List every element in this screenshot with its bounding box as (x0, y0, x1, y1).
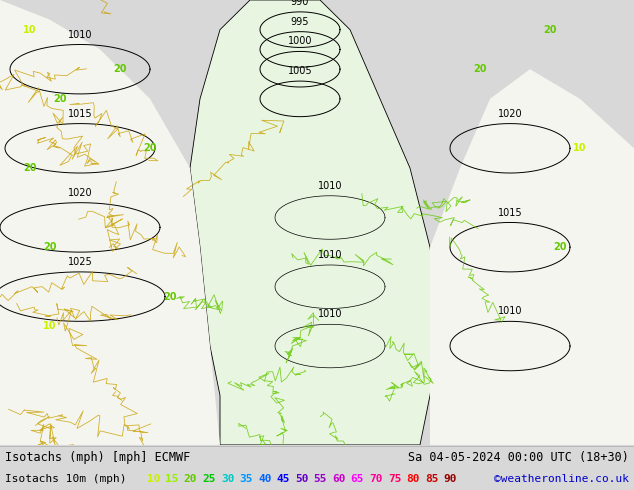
Text: 1020: 1020 (68, 188, 93, 198)
Text: 10: 10 (43, 321, 57, 331)
Text: 1010: 1010 (318, 250, 342, 260)
Text: 75: 75 (388, 474, 401, 484)
Text: 1010: 1010 (318, 309, 342, 319)
Polygon shape (430, 69, 634, 445)
Text: 40: 40 (258, 474, 271, 484)
Text: 20: 20 (184, 474, 197, 484)
Text: 1000: 1000 (288, 36, 313, 47)
Text: 10: 10 (146, 474, 160, 484)
Text: 1010: 1010 (68, 29, 93, 40)
Text: 1015: 1015 (68, 109, 93, 119)
Text: 10: 10 (573, 143, 586, 153)
Text: 55: 55 (314, 474, 327, 484)
Text: 60: 60 (332, 474, 346, 484)
Text: 1020: 1020 (498, 109, 522, 119)
Text: 20: 20 (143, 143, 157, 153)
Text: 20: 20 (53, 94, 67, 104)
Text: Sa 04-05-2024 00:00 UTC (18+30): Sa 04-05-2024 00:00 UTC (18+30) (408, 451, 629, 464)
Text: Isotachs 10m (mph): Isotachs 10m (mph) (5, 474, 127, 484)
Text: 50: 50 (295, 474, 309, 484)
Text: 1005: 1005 (288, 66, 313, 76)
Polygon shape (190, 0, 440, 445)
Text: 30: 30 (221, 474, 235, 484)
Text: 15: 15 (165, 474, 179, 484)
Text: 20: 20 (543, 24, 557, 35)
Text: 1015: 1015 (498, 208, 522, 218)
Text: 10: 10 (23, 24, 37, 35)
Text: 20: 20 (163, 292, 177, 302)
Text: 35: 35 (240, 474, 253, 484)
Text: 990: 990 (291, 0, 309, 7)
Text: 20: 20 (23, 163, 37, 173)
Text: 65: 65 (351, 474, 364, 484)
Text: 1010: 1010 (498, 306, 522, 317)
Text: 1025: 1025 (68, 257, 93, 267)
Text: 20: 20 (113, 64, 127, 74)
Text: 85: 85 (425, 474, 438, 484)
Text: 80: 80 (406, 474, 420, 484)
Text: 70: 70 (369, 474, 383, 484)
Text: ©weatheronline.co.uk: ©weatheronline.co.uk (494, 474, 629, 484)
Text: 20: 20 (553, 242, 567, 252)
Text: Isotachs (mph) [mph] ECMWF: Isotachs (mph) [mph] ECMWF (5, 451, 190, 464)
Text: 25: 25 (202, 474, 216, 484)
Text: 995: 995 (291, 17, 309, 26)
Polygon shape (0, 0, 220, 445)
Text: 1010: 1010 (318, 181, 342, 191)
Text: 45: 45 (276, 474, 290, 484)
Text: 20: 20 (43, 242, 57, 252)
Text: 20: 20 (473, 64, 487, 74)
Text: 90: 90 (443, 474, 457, 484)
